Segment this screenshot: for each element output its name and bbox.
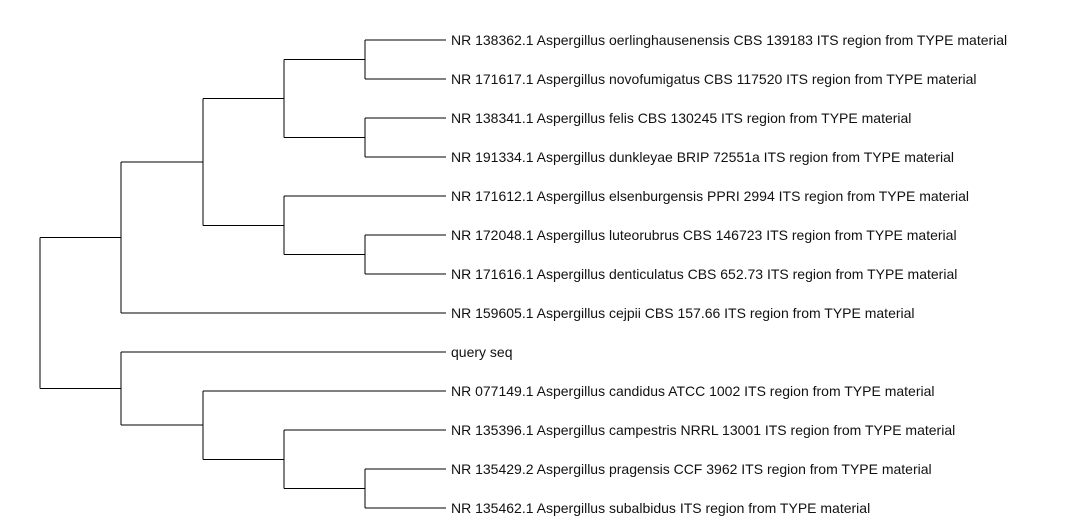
leaf-label: NR 171617.1 Aspergillus novofumigatus CB… (451, 71, 977, 87)
leaf-label: NR 135396.1 Aspergillus campestris NRRL … (451, 422, 955, 438)
tree-branches (39, 39, 446, 509)
leaf-label: NR 138341.1 Aspergillus felis CBS 130245… (451, 110, 911, 126)
leaf-label: NR 138362.1 Aspergillus oerlinghausenens… (451, 32, 1007, 48)
leaf-label: NR 077149.1 Aspergillus candidus ATCC 10… (451, 383, 935, 399)
leaf-labels: NR 138362.1 Aspergillus oerlinghausenens… (451, 32, 1007, 516)
leaf-label: NR 159605.1 Aspergillus cejpii CBS 157.6… (451, 305, 915, 321)
leaf-label: NR 135462.1 Aspergillus subalbidus ITS r… (451, 500, 870, 516)
leaf-label: NR 191334.1 Aspergillus dunkleyae BRIP 7… (451, 149, 954, 165)
leaf-label: NR 171612.1 Aspergillus elsenburgensis P… (451, 188, 969, 204)
leaf-label: NR 172048.1 Aspergillus luteorubrus CBS … (451, 227, 957, 243)
leaf-label: NR 171616.1 Aspergillus denticulatus CBS… (451, 266, 957, 282)
leaf-label: query seq (451, 344, 512, 360)
leaf-label: NR 135429.2 Aspergillus pragensis CCF 39… (451, 461, 932, 477)
